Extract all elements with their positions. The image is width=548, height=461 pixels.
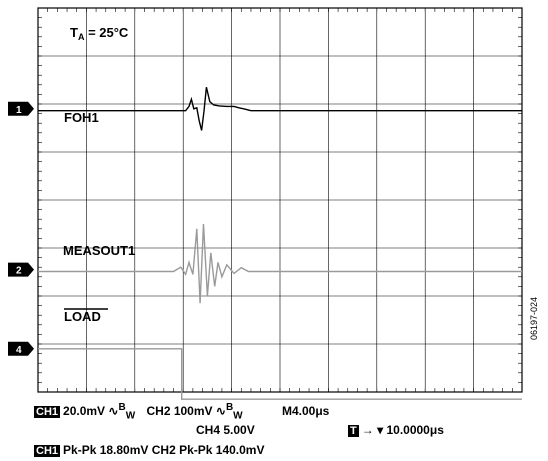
ch2-scale: CH2 100mV <box>146 404 213 418</box>
footer-line-1: CH1 20.0mV ∿BW CH2 100mV ∿BW M4.00μs <box>34 402 330 422</box>
channel-marker-label: 1 <box>16 105 22 116</box>
time-base: M4.00μs <box>281 404 330 418</box>
bandwidth-icon: ∿ <box>108 404 119 418</box>
channel-marker-2 <box>8 262 34 277</box>
figure-id: 06197-024 <box>529 296 539 340</box>
channel-markers: 1 2 4 <box>8 101 34 356</box>
ch4-scale: CH4 5.00V <box>196 423 255 437</box>
trigger-tag: T <box>348 425 359 437</box>
footer-line-2: CH4 5.00V T → ▾ 10.0000μs <box>196 423 444 437</box>
bw1: B <box>118 402 126 413</box>
trace-foh1 <box>38 87 522 131</box>
ch1-tag: CH1 <box>34 406 61 418</box>
channel-marker-label: 4 <box>16 345 22 356</box>
channel-marker-1 <box>8 101 34 116</box>
temperature-annotation: TA = 25°C <box>70 25 129 42</box>
bw2: B <box>225 402 234 413</box>
ch1-scale: 20.0mV <box>63 404 106 418</box>
channel-marker-4 <box>8 341 34 356</box>
trace-labels: TA = 25°C FOH1 MEASOUT1 LOAD <box>63 25 135 324</box>
channel-marker-label: 2 <box>16 266 22 277</box>
trigger-position: → ▾ 10.0000μs <box>361 423 444 437</box>
series-label-measout1: MEASOUT1 <box>63 243 135 258</box>
ch1-measure-tag: CH1 <box>34 445 61 457</box>
footer-line-3: CH1 Pk-Pk 18.80mV CH2 Pk-Pk 140.0mV <box>34 443 264 457</box>
pk-pk-measurements: Pk-Pk 18.80mV CH2 Pk-Pk 140.0mV <box>63 443 265 457</box>
oscilloscope-display: 1 2 4 TA = 25°C FOH1 MEASOUT1 LOAD <box>8 7 523 400</box>
traces <box>38 87 522 400</box>
series-label-foh1: FOH1 <box>64 110 99 125</box>
trace-load <box>38 348 522 400</box>
bandwidth-icon: ∿ <box>215 404 226 418</box>
trace-measout1 <box>38 223 522 304</box>
series-label-load: LOAD <box>64 309 101 324</box>
graticule <box>37 7 523 393</box>
